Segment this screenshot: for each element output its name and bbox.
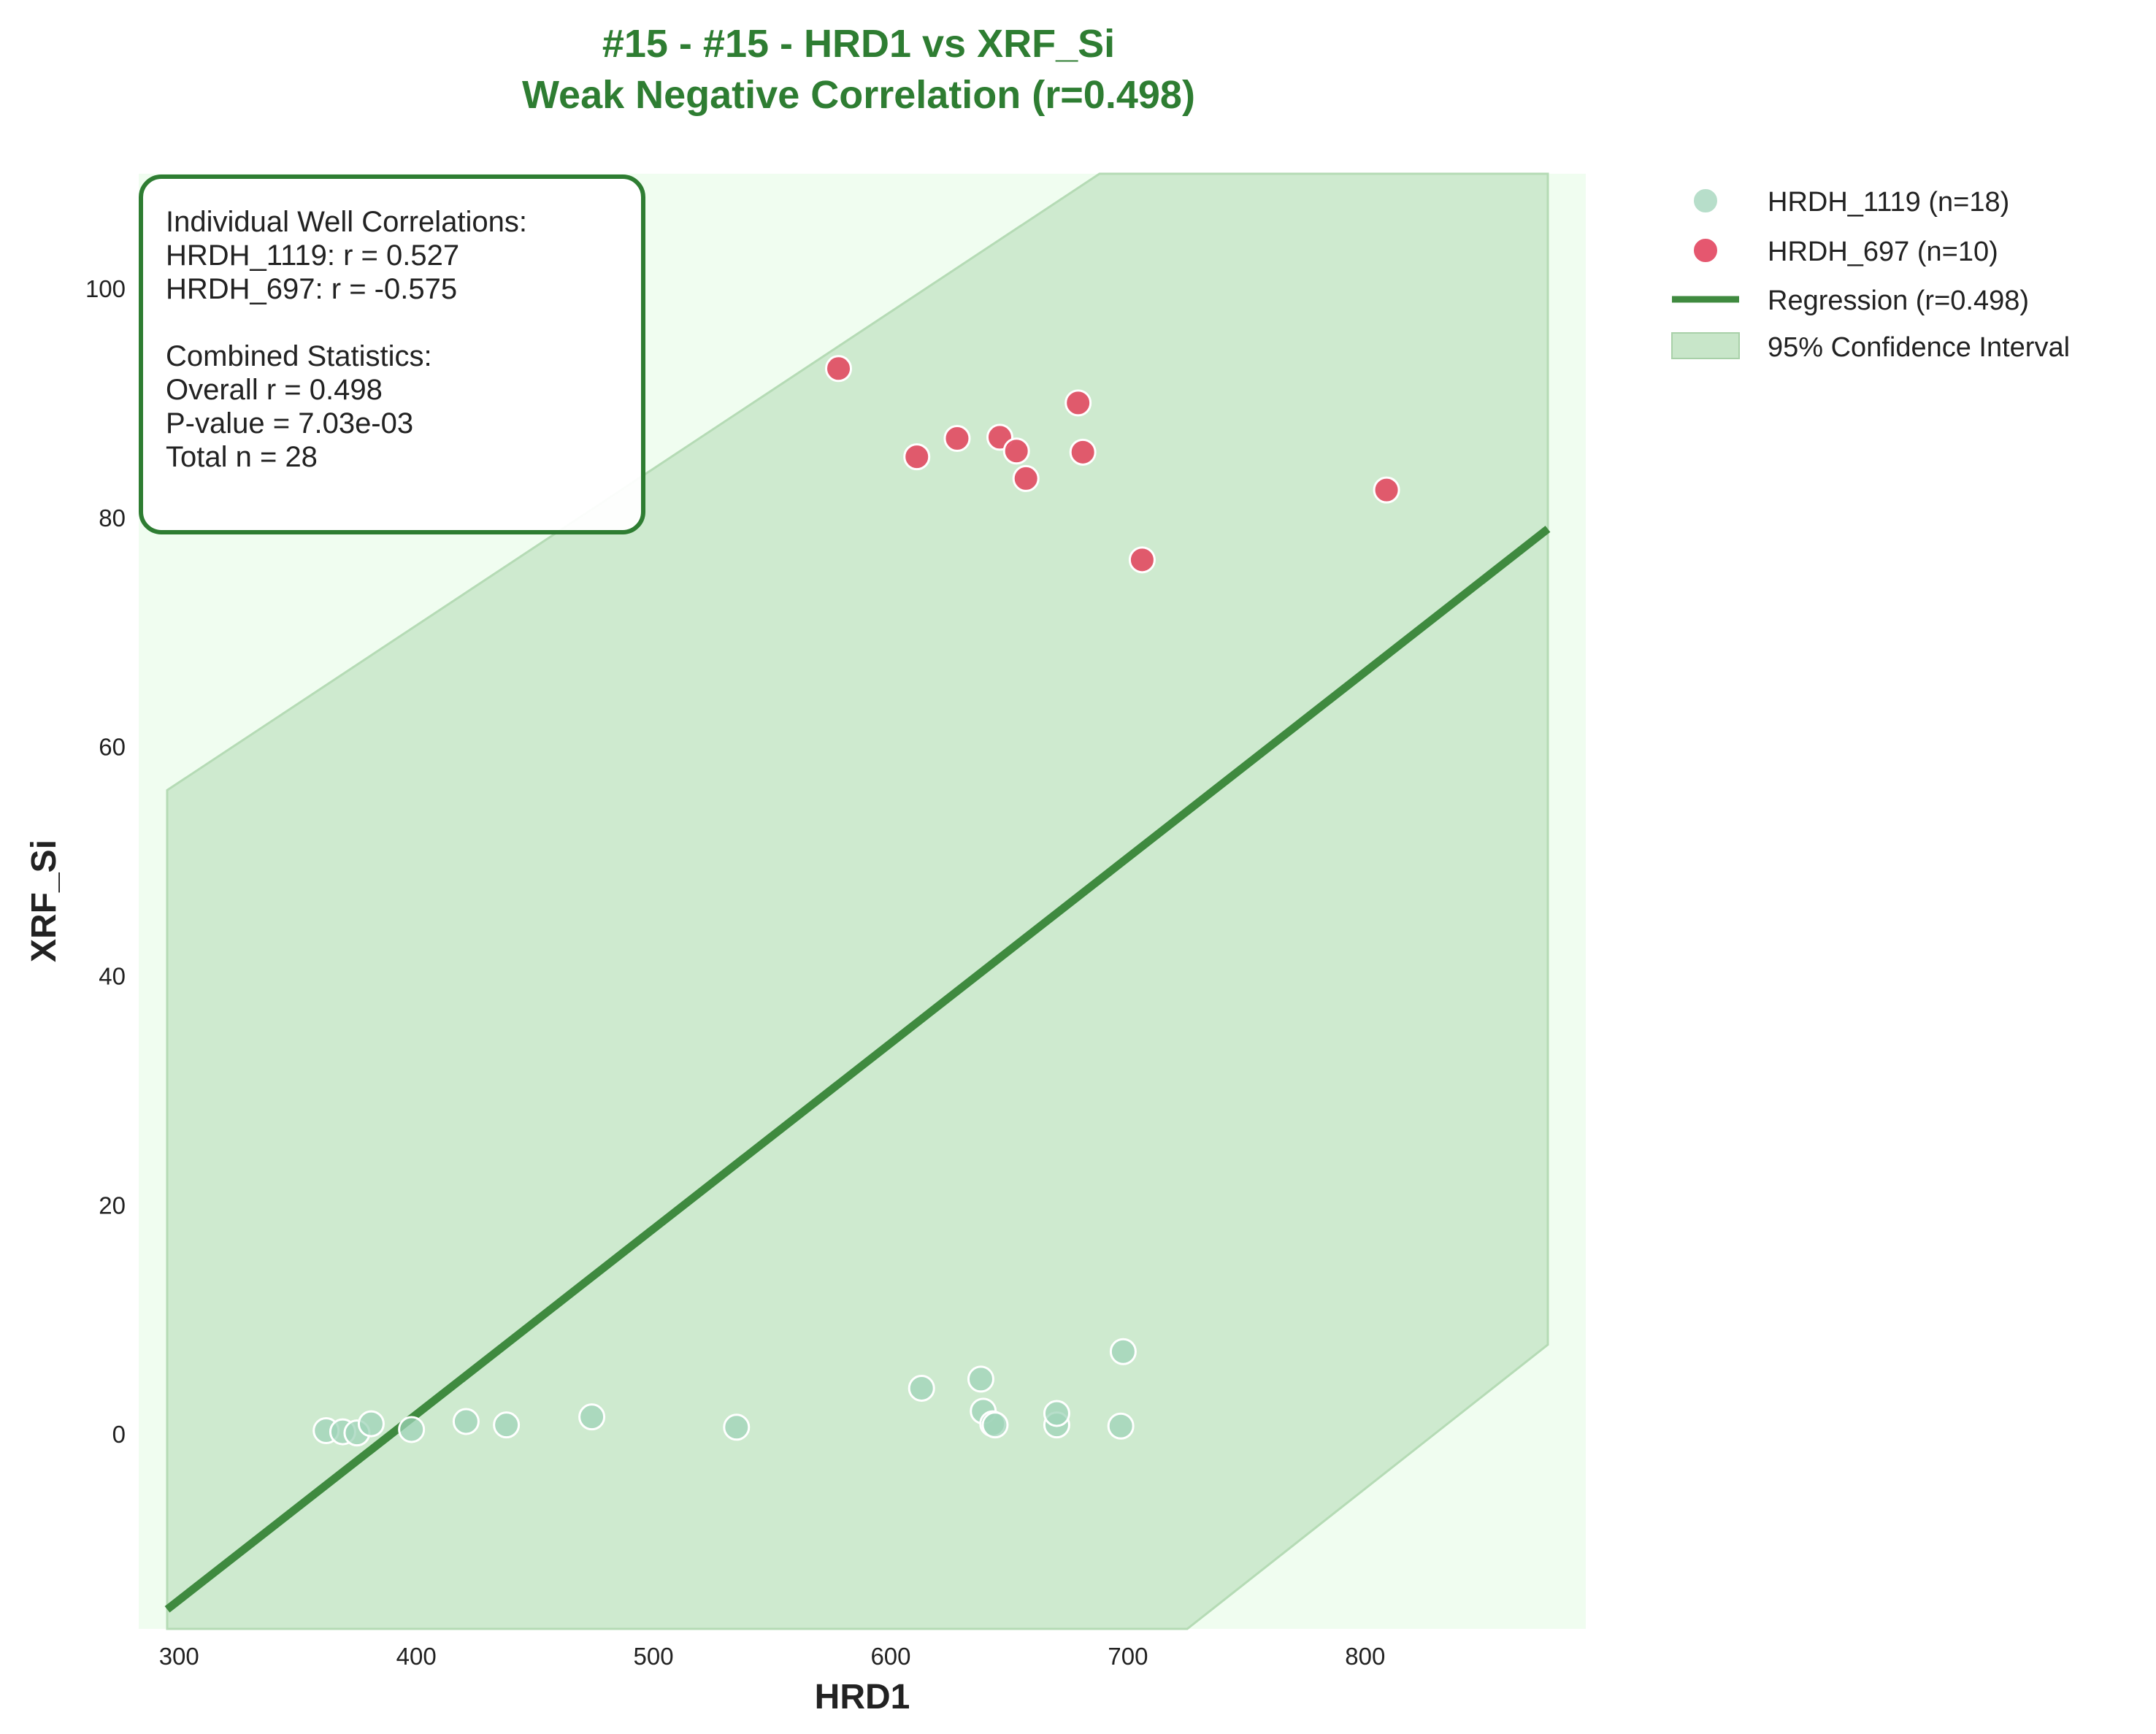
legend-label-regression: Regression (r=0.498) xyxy=(1768,285,2029,316)
point-hrdh-697 xyxy=(1128,546,1156,574)
regression-line xyxy=(164,526,1551,1613)
x-tick-label: 700 xyxy=(1108,1643,1148,1670)
legend-marker-hrdh-1119 xyxy=(1692,188,1719,214)
y-tick-label: 60 xyxy=(99,734,126,761)
legend-marker-confidence xyxy=(1671,332,1740,359)
y-tick-label: 80 xyxy=(99,505,126,532)
point-hrdh-1119 xyxy=(357,1410,385,1438)
confidence-interval-area xyxy=(166,172,1549,1630)
y-tick-label: 0 xyxy=(112,1421,126,1448)
y-tick-label: 40 xyxy=(99,963,126,990)
point-hrdh-697 xyxy=(1002,437,1030,465)
legend-label-confidence: 95% Confidence Interval xyxy=(1768,332,2070,363)
chart-subtitle: Weak Negative Correlation (r=0.498) xyxy=(522,73,1195,117)
x-axis-label: HRD1 xyxy=(815,1678,910,1716)
chart-title: #15 - #15 - HRD1 vs XRF_Si xyxy=(602,22,1115,66)
legend-label-hrdh-1119: HRDH_1119 (n=18) xyxy=(1768,187,2009,218)
y-axis-label: XRF_Si xyxy=(25,840,64,962)
point-hrdh-1119 xyxy=(452,1408,480,1435)
x-tick-label: 400 xyxy=(396,1643,437,1670)
point-hrdh-697 xyxy=(1064,389,1092,417)
x-tick-label: 600 xyxy=(870,1643,910,1670)
x-tick-label: 500 xyxy=(634,1643,674,1670)
regression-line-group xyxy=(164,526,1551,1613)
point-hrdh-1119 xyxy=(981,1411,1009,1439)
point-hrdh-1119 xyxy=(578,1403,606,1431)
point-hrdh-1119 xyxy=(493,1411,521,1439)
stats-box-line: Combined Statistics: xyxy=(166,340,432,372)
point-hrdh-1119 xyxy=(1043,1400,1070,1427)
stats-annotation-box: Individual Well Correlations:HRDH_1119: … xyxy=(139,174,645,534)
point-hrdh-697 xyxy=(903,443,931,471)
data-points xyxy=(312,355,1400,1447)
point-hrdh-697 xyxy=(825,355,853,383)
legend-label-hrdh-697: HRDH_697 (n=10) xyxy=(1768,237,1998,267)
point-hrdh-1119 xyxy=(1109,1338,1137,1365)
point-hrdh-1119 xyxy=(1107,1412,1135,1440)
point-hrdh-697 xyxy=(943,425,971,453)
stats-box-line: Overall r = 0.498 xyxy=(166,374,383,406)
stats-box-line: P-value = 7.03e-03 xyxy=(166,407,413,440)
point-hrdh-697 xyxy=(1373,476,1400,504)
stats-box-line: Total n = 28 xyxy=(166,441,318,473)
y-tick-label: 20 xyxy=(99,1192,126,1219)
point-hrdh-1119 xyxy=(398,1416,426,1443)
point-hrdh-1119 xyxy=(908,1374,935,1402)
y-tick-label: 100 xyxy=(85,275,126,302)
stats-box-line: Individual Well Correlations: xyxy=(166,206,527,238)
point-hrdh-697 xyxy=(1069,438,1097,466)
x-tick-label: 800 xyxy=(1345,1643,1385,1670)
stats-box-line: HRDH_1119: r = 0.527 xyxy=(166,239,459,272)
legend-marker-hrdh-697 xyxy=(1692,237,1719,264)
confidence-interval-band xyxy=(166,172,1549,1630)
x-tick-label: 300 xyxy=(159,1643,199,1670)
stats-box-line: HRDH_697: r = -0.575 xyxy=(166,273,457,305)
point-hrdh-1119 xyxy=(967,1365,994,1393)
legend: HRDH_1119 (n=18) HRDH_697 (n=10) Regress… xyxy=(1671,187,2070,363)
point-hrdh-697 xyxy=(1012,464,1040,492)
point-hrdh-1119 xyxy=(723,1413,751,1441)
stats-box-text: Individual Well Correlations:HRDH_1119: … xyxy=(166,206,527,473)
stats-box-frame xyxy=(139,174,645,534)
x-axis-ticks: 300 400 500 600 700 800 xyxy=(159,1643,1386,1670)
y-axis-ticks: 0 20 40 60 80 100 xyxy=(85,275,126,1448)
